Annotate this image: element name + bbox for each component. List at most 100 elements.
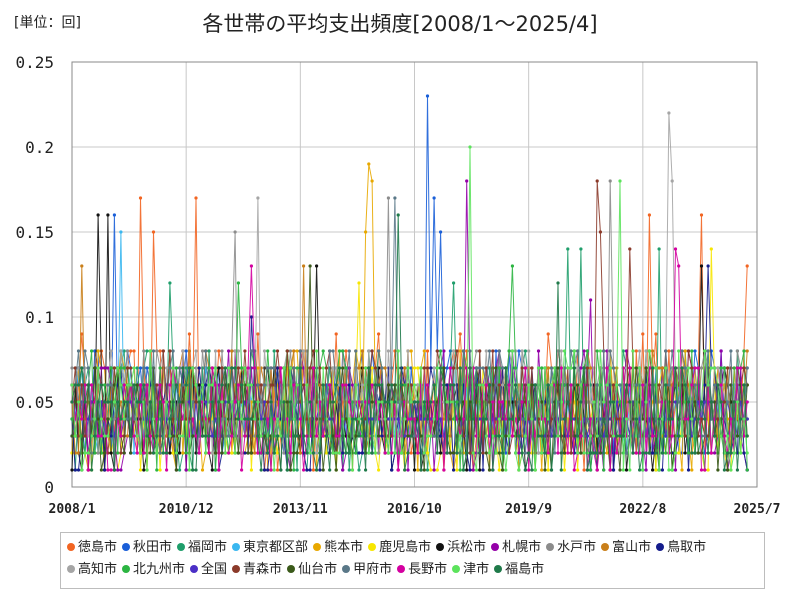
x-tick-label: 2019/9 bbox=[505, 502, 552, 517]
data-point bbox=[119, 451, 123, 455]
data-point bbox=[439, 349, 443, 353]
data-point bbox=[236, 366, 240, 370]
data-point bbox=[664, 349, 668, 353]
legend-marker bbox=[313, 543, 322, 551]
data-point bbox=[439, 434, 443, 438]
data-point bbox=[240, 468, 244, 472]
data-point bbox=[429, 468, 433, 472]
data-point bbox=[631, 451, 635, 455]
data-point bbox=[452, 349, 456, 353]
data-point bbox=[422, 366, 426, 370]
data-point bbox=[292, 451, 296, 455]
data-point bbox=[383, 417, 387, 421]
data-point bbox=[530, 366, 534, 370]
data-point bbox=[145, 366, 149, 370]
legend-marker bbox=[452, 565, 461, 573]
data-point bbox=[337, 349, 342, 353]
data-point bbox=[419, 434, 423, 438]
data-point bbox=[70, 417, 74, 421]
data-point bbox=[148, 349, 152, 353]
data-point bbox=[683, 349, 687, 353]
data-point bbox=[99, 417, 103, 421]
data-point bbox=[595, 468, 599, 472]
data-point bbox=[341, 383, 345, 387]
data-point bbox=[386, 349, 390, 353]
data-point bbox=[680, 349, 684, 353]
data-point bbox=[664, 383, 668, 387]
data-point bbox=[360, 366, 364, 370]
data-point bbox=[729, 451, 733, 455]
data-point bbox=[494, 383, 498, 387]
data-point bbox=[589, 417, 593, 421]
data-point bbox=[517, 349, 521, 353]
legend-item-4: 東京都区部 bbox=[232, 537, 308, 559]
data-point bbox=[468, 366, 472, 370]
data-point bbox=[249, 315, 253, 319]
data-point bbox=[455, 349, 459, 353]
data-point bbox=[742, 417, 746, 421]
data-point bbox=[354, 434, 358, 438]
data-point bbox=[155, 383, 159, 387]
data-point bbox=[667, 383, 671, 387]
data-point bbox=[135, 383, 139, 387]
data-point bbox=[458, 349, 462, 353]
data-point bbox=[651, 434, 655, 438]
data-point bbox=[99, 383, 103, 387]
data-point bbox=[321, 417, 325, 421]
x-tick-label: 2016/10 bbox=[387, 502, 442, 517]
unit-label: [単位：回] bbox=[14, 15, 81, 31]
data-point bbox=[409, 417, 413, 421]
data-point bbox=[194, 434, 198, 438]
data-point bbox=[615, 383, 619, 387]
data-point bbox=[227, 434, 231, 438]
data-point bbox=[386, 383, 390, 387]
chart-title: 各世帯の平均支出頻度[2008/1～2025/4] bbox=[202, 12, 598, 36]
data-point bbox=[523, 349, 528, 353]
data-point bbox=[677, 451, 681, 455]
data-point bbox=[699, 264, 704, 268]
data-point bbox=[236, 417, 240, 421]
data-point bbox=[249, 383, 253, 387]
data-point bbox=[726, 451, 730, 455]
data-point bbox=[412, 417, 417, 421]
data-point bbox=[298, 451, 302, 455]
data-point bbox=[308, 400, 312, 404]
data-point bbox=[726, 400, 730, 404]
data-point bbox=[527, 349, 531, 353]
data-point bbox=[249, 417, 253, 421]
data-point bbox=[504, 468, 508, 472]
data-point bbox=[288, 451, 293, 455]
data-point bbox=[471, 451, 475, 455]
data-point bbox=[99, 434, 103, 438]
data-point bbox=[439, 230, 443, 234]
data-point bbox=[504, 366, 508, 370]
data-point bbox=[696, 451, 700, 455]
data-point bbox=[165, 468, 169, 472]
legend-label: 長野市 bbox=[408, 562, 448, 577]
data-point bbox=[425, 94, 430, 98]
data-point bbox=[540, 366, 544, 370]
data-point bbox=[530, 468, 534, 472]
data-point bbox=[328, 383, 332, 387]
legend-label: 富山市 bbox=[612, 540, 652, 555]
data-point bbox=[347, 451, 351, 455]
data-point bbox=[256, 434, 260, 438]
data-point bbox=[549, 417, 554, 421]
data-point bbox=[217, 349, 221, 353]
legend: 徳島市 秋田市 福岡市 東京都区部 熊本市 鹿児島市 浜松市 札幌市 水戸市 富山市 鳥取市高知市北… bbox=[60, 532, 765, 589]
data-point bbox=[729, 468, 733, 472]
data-point bbox=[217, 366, 221, 370]
data-point bbox=[693, 366, 697, 370]
data-point bbox=[494, 451, 498, 455]
data-point bbox=[70, 400, 74, 404]
data-point bbox=[520, 349, 524, 353]
data-point bbox=[262, 400, 267, 404]
data-point bbox=[344, 383, 348, 387]
legend-marker bbox=[546, 543, 555, 551]
data-point bbox=[256, 451, 260, 455]
data-point bbox=[155, 417, 159, 421]
data-point bbox=[726, 468, 730, 472]
data-point bbox=[178, 468, 182, 472]
data-point bbox=[556, 366, 560, 370]
data-point bbox=[233, 366, 237, 370]
